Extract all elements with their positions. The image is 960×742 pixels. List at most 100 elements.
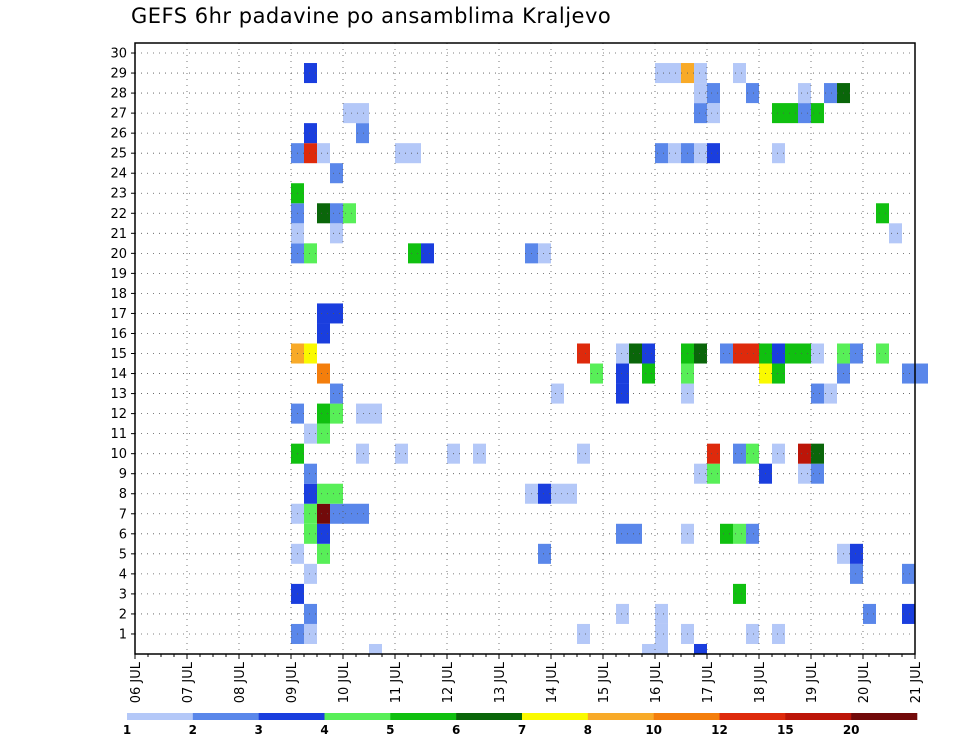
heatmap-cell [356, 503, 369, 524]
heatmap-cell [863, 603, 876, 624]
y-tick-label: 5 [119, 547, 127, 562]
color-bar-label: 1 [123, 723, 131, 737]
x-tick-label: 15 JUL [597, 661, 612, 703]
heatmap-cell [330, 383, 343, 404]
heatmap-cell [317, 483, 330, 504]
heatmap-cell [694, 643, 707, 654]
heatmap-cell [733, 63, 746, 84]
y-tick-label: 26 [110, 127, 127, 142]
heatmap-cell [317, 503, 330, 524]
color-bar-label: 4 [320, 723, 328, 737]
heatmap-cell [655, 643, 668, 654]
heatmap-cell [616, 343, 629, 364]
y-tick-label: 11 [110, 427, 127, 442]
color-bar-segment [127, 713, 194, 720]
heatmap-cell [395, 143, 408, 164]
heatmap-cell [304, 463, 317, 484]
heatmap-cell [707, 83, 720, 104]
chart-title: GEFS 6hr padavine po ansamblima Kraljevo [131, 4, 612, 28]
heatmap-cell [317, 303, 330, 324]
y-tick-label: 2 [119, 607, 127, 622]
heatmap-cell [772, 623, 785, 644]
heatmap-cell [590, 363, 603, 384]
y-tick-label: 14 [110, 367, 127, 382]
heatmap-cell [304, 63, 317, 84]
x-tick-label: 06 JUL [129, 661, 144, 703]
heatmap-cell [629, 343, 642, 364]
y-tick-label: 12 [110, 407, 127, 422]
y-tick-label: 18 [110, 287, 127, 302]
heatmap-cell [798, 83, 811, 104]
heatmap-cell [798, 463, 811, 484]
heatmap-cell [304, 423, 317, 444]
heatmap-cell [824, 383, 837, 404]
y-tick-label: 7 [119, 507, 127, 522]
heatmap-cell [824, 83, 837, 104]
heatmap-cell [707, 443, 720, 464]
heatmap-cell [330, 203, 343, 224]
heatmap-cell [707, 143, 720, 164]
heatmap-cell [798, 343, 811, 364]
y-tick-label: 25 [110, 147, 127, 162]
heatmap-cell [551, 483, 564, 504]
heatmap-cell [577, 623, 590, 644]
heatmap-cell [694, 103, 707, 124]
heatmap-cell [811, 103, 824, 124]
y-tick-label: 30 [110, 47, 127, 62]
heatmap-cell [772, 103, 785, 124]
x-tick-label: 17 JUL [701, 661, 716, 703]
color-bar-label: 7 [518, 723, 526, 737]
y-tick-label: 9 [119, 467, 127, 482]
heatmap-cell [850, 543, 863, 564]
heatmap-cell [642, 343, 655, 364]
heatmap-cell [317, 423, 330, 444]
x-tick-label: 07 JUL [181, 661, 196, 703]
color-bar-label: 6 [452, 723, 460, 737]
heatmap-cell [811, 463, 824, 484]
heatmap-cell [356, 403, 369, 424]
heatmap-cell [408, 243, 421, 264]
heatmap-cell [343, 503, 356, 524]
y-tick-label: 23 [110, 187, 127, 202]
heatmap-cell [876, 343, 889, 364]
heatmap-cell [746, 623, 759, 644]
heatmap-cell [902, 363, 915, 384]
heatmap-cell [655, 603, 668, 624]
heatmap-cell [304, 243, 317, 264]
y-tick-label: 8 [119, 487, 127, 502]
heatmap-cell [356, 103, 369, 124]
heatmap-cell [811, 383, 824, 404]
heatmap-cell [577, 443, 590, 464]
heatmap-cell [876, 203, 889, 224]
color-bar-label: 12 [711, 723, 728, 737]
y-tick-label: 17 [110, 307, 127, 322]
heatmap-cell [317, 403, 330, 424]
heatmap-cell [304, 343, 317, 364]
heatmap-cell [694, 143, 707, 164]
heatmap-cell [746, 443, 759, 464]
heatmap-cell [694, 63, 707, 84]
y-tick-label: 19 [110, 267, 127, 282]
heatmap-cell [889, 223, 902, 244]
heatmap-cell [343, 203, 356, 224]
heatmap-cell [343, 103, 356, 124]
x-tick-label: 12 JUL [441, 661, 456, 703]
heatmap-cell [538, 483, 551, 504]
heatmap-cell [317, 363, 330, 384]
heatmap-cell [668, 63, 681, 84]
color-bar-legend: 1 2 3 4 5 6 7 8 10 12 15 20 [123, 713, 918, 737]
y-tick-label: 27 [110, 107, 127, 122]
heatmap-cell [655, 623, 668, 644]
heatmap-cell [317, 543, 330, 564]
heatmap-cell [616, 523, 629, 544]
y-tick-label: 22 [110, 207, 127, 222]
heatmap-cell [850, 563, 863, 584]
heatmap-cell [538, 543, 551, 564]
heatmap-cell [772, 343, 785, 364]
grid-lines [135, 43, 915, 654]
y-tick-label: 15 [110, 347, 127, 362]
heatmap-cell [902, 563, 915, 584]
heatmap-cell [317, 323, 330, 344]
heatmap-cell [317, 523, 330, 544]
